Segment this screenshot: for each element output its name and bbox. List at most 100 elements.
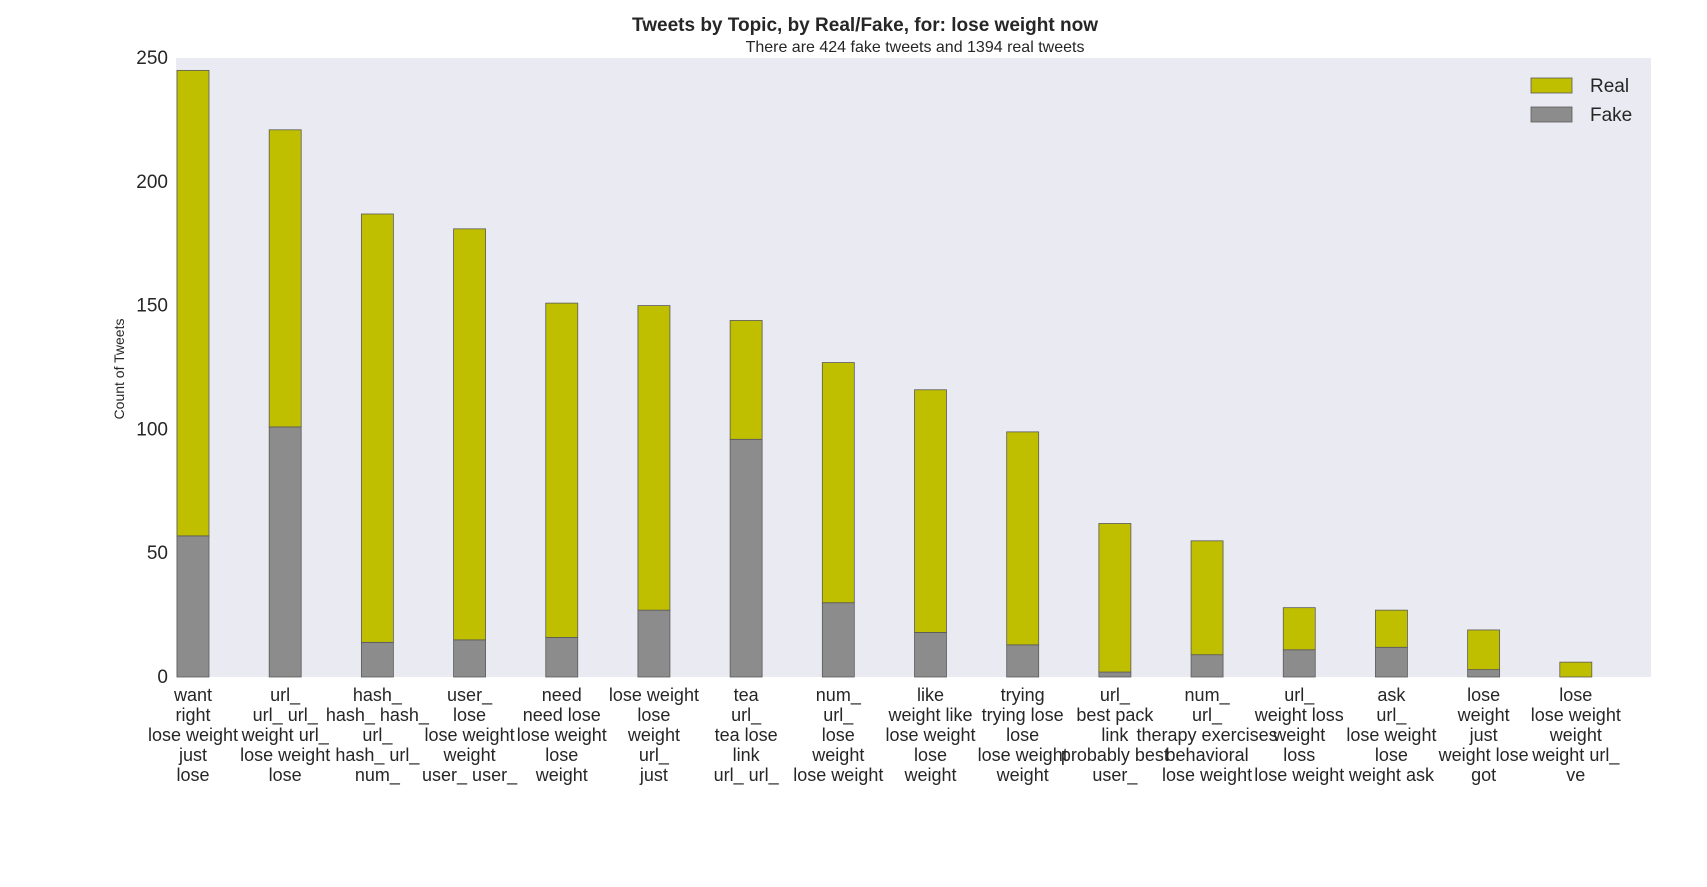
x-tick-label: url_ (1284, 685, 1315, 706)
x-tick-label: ve (1566, 765, 1585, 785)
x-tick-label: tea (734, 685, 760, 705)
x-tick-label: weight (1272, 725, 1325, 745)
chart-subtitle: There are 424 fake tweets and 1394 real … (746, 39, 1085, 56)
bar-fake (1098, 671, 1132, 678)
x-tick-label: url_ url_ (714, 765, 780, 786)
x-tick-label: lose weight (1531, 705, 1621, 725)
bar-fake (914, 632, 947, 678)
bar-real (545, 302, 579, 638)
bar-real (1559, 661, 1593, 678)
x-tick-label: weight url_ (1531, 745, 1620, 766)
x-tick-label: ask (1377, 685, 1406, 705)
bar-real (1282, 607, 1316, 651)
y-tick-label: 250 (136, 48, 168, 69)
x-tick-label: like (917, 685, 944, 705)
plot-area (176, 58, 1651, 677)
y-axis-ticks: 0 50 100 150 200 250 (136, 48, 168, 688)
x-tick-label: url_ (362, 725, 393, 746)
bar-fake (1190, 654, 1224, 678)
bar-real (1098, 523, 1132, 673)
x-tick-label: trying (1001, 685, 1045, 705)
x-tick-label: lose weight (517, 725, 607, 745)
x-tick-label: lose (1559, 685, 1592, 705)
x-tick-label: link (733, 745, 761, 765)
y-tick-label: 50 (147, 543, 168, 564)
x-tick-label: weight (811, 745, 864, 765)
bar-real (821, 362, 855, 604)
x-tick-label: loss (1283, 745, 1315, 765)
bar-real (453, 228, 486, 641)
x-tick-label: right (175, 705, 210, 725)
bar-real (1375, 609, 1408, 648)
x-tick-label: lose weight (609, 685, 699, 705)
chart-title: Tweets by Topic, by Real/Fake, for: lose… (632, 15, 1098, 36)
x-tick-label: url_ (1376, 705, 1407, 726)
x-tick-label: lose weight (793, 765, 883, 785)
y-tick-label: 200 (136, 172, 168, 193)
x-tick-label: weight (903, 765, 956, 785)
legend-swatch-real (1530, 77, 1573, 94)
x-tick-label: want (173, 685, 212, 705)
x-tick-label: user_ (447, 685, 493, 706)
bar-real (360, 213, 394, 643)
bar-fake (1467, 669, 1501, 678)
x-tick-label: lose (914, 745, 947, 765)
bar-real (1190, 540, 1224, 656)
y-axis-label: Count of Tweets (111, 319, 127, 420)
x-tick-label: url_ url_ (253, 705, 319, 726)
x-tick-label: url_ (1100, 685, 1131, 706)
x-tick-label: need lose (523, 705, 601, 725)
x-tick-label: weight (535, 765, 588, 785)
bar-fake (1282, 649, 1316, 678)
bar-real (729, 320, 763, 440)
bar-fake (821, 602, 855, 678)
x-tick-label: lose weight (885, 725, 975, 745)
bar-real (637, 305, 671, 611)
x-tick-label: weight (627, 725, 680, 745)
x-tick-label: just (178, 745, 207, 765)
x-tick-label: weight (1457, 705, 1510, 725)
bar-fake (637, 609, 671, 678)
bar-fake (268, 426, 302, 678)
legend-swatch-fake (1530, 106, 1573, 123)
x-tick-label: lose (1375, 745, 1408, 765)
x-tick-label: url_ (639, 745, 670, 766)
y-tick-label: 100 (136, 419, 168, 440)
x-tick-label: weight (443, 745, 496, 765)
bar-fake (1006, 644, 1040, 678)
bar-fake (176, 535, 210, 678)
bar-fake (453, 639, 486, 678)
x-tick-label: lose weight (1162, 765, 1252, 785)
x-tick-label: lose weight (978, 745, 1068, 765)
x-tick-label: lose weight (425, 725, 515, 745)
x-tick-label: lose weight (1346, 725, 1436, 745)
x-tick-label: url_ (1192, 705, 1223, 726)
bar-real (1467, 629, 1501, 670)
x-tick-label: hash_ url_ (335, 745, 420, 766)
bar-fake (729, 438, 763, 678)
x-tick-label: num_ (1185, 685, 1231, 706)
bar-real (268, 129, 302, 428)
legend-label-real: Real (1590, 76, 1629, 97)
x-tick-label: weight loss (1254, 705, 1344, 725)
x-tick-label: url_ (731, 705, 762, 726)
x-tick-label: lose weight (240, 745, 330, 765)
bar-fake (1375, 646, 1408, 678)
x-tick-label: user_ (1092, 765, 1138, 786)
x-tick-label: url_ (823, 705, 854, 726)
x-tick-label: got (1471, 765, 1496, 785)
x-tick-label: lose (269, 765, 302, 785)
x-tick-label: trying lose (982, 705, 1064, 725)
bar-fake (360, 641, 394, 678)
x-tick-label: weight (996, 765, 1049, 785)
x-tick-label: weight like (887, 705, 972, 725)
x-tick-label: link (1101, 725, 1129, 745)
x-tick-label: lose (1006, 725, 1039, 745)
bars (176, 69, 1593, 678)
x-tick-label: lose weight (148, 725, 238, 745)
x-tick-label: lose (453, 705, 486, 725)
x-tick-label: tea lose (715, 725, 778, 745)
x-tick-label: just (1469, 725, 1498, 745)
bar-fake (545, 636, 579, 678)
